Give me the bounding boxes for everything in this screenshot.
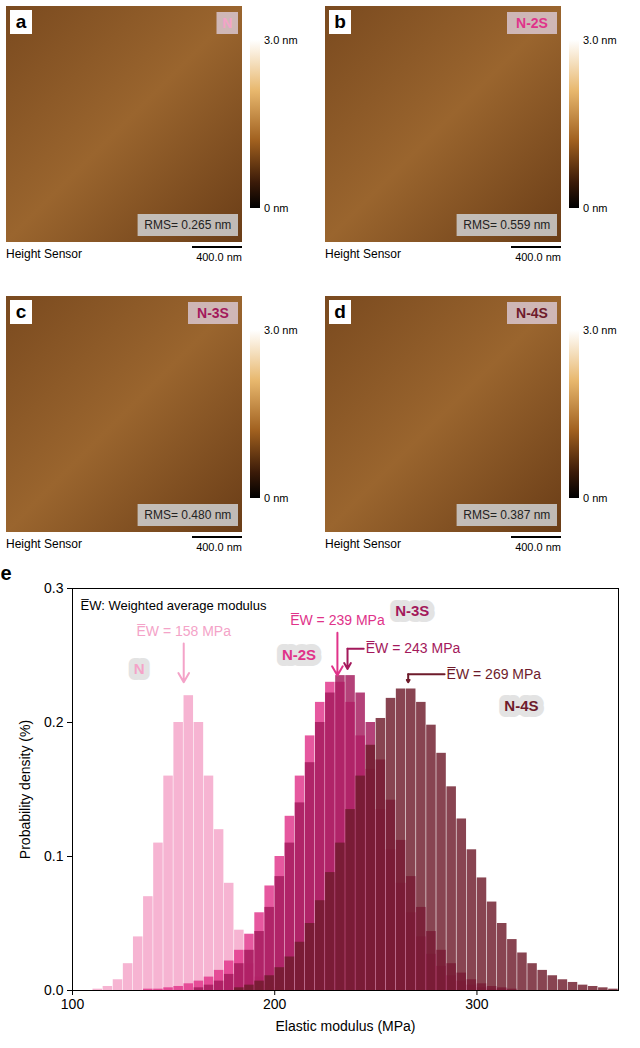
svg-text:0.2: 0.2: [44, 714, 64, 730]
svg-text:400.0 nm: 400.0 nm: [196, 251, 242, 263]
svg-text:N-4S: N-4S: [504, 697, 538, 714]
svg-text:E̅W = 269 MPa: E̅W = 269 MPa: [446, 666, 541, 682]
svg-text:a: a: [16, 11, 27, 32]
svg-text:300: 300: [465, 996, 489, 1012]
svg-text:E̅W: Weighted average modulus: E̅W: Weighted average modulus: [81, 598, 267, 613]
svg-text:d: d: [334, 301, 346, 322]
svg-text:0.1: 0.1: [44, 848, 64, 864]
svg-text:100: 100: [61, 996, 85, 1012]
svg-text:400.0 nm: 400.0 nm: [196, 541, 242, 553]
svg-text:N-2S: N-2S: [282, 646, 316, 663]
svg-text:E̅W = 243 MPa: E̅W = 243 MPa: [366, 640, 461, 656]
svg-text:3.0 nm: 3.0 nm: [264, 324, 298, 336]
svg-text:0 nm: 0 nm: [583, 202, 607, 214]
svg-text:Height Sensor: Height Sensor: [325, 537, 401, 551]
svg-text:c: c: [16, 301, 27, 322]
svg-text:RMS= 0.265 nm: RMS= 0.265 nm: [144, 218, 231, 232]
svg-text:3.0 nm: 3.0 nm: [264, 34, 298, 46]
svg-text:b: b: [334, 11, 346, 32]
svg-text:RMS= 0.387 nm: RMS= 0.387 nm: [463, 508, 550, 522]
svg-text:Elastic modulus (MPa): Elastic modulus (MPa): [275, 1018, 415, 1034]
svg-text:0 nm: 0 nm: [583, 492, 607, 504]
svg-text:Height Sensor: Height Sensor: [6, 247, 82, 261]
svg-text:N-3S: N-3S: [395, 602, 429, 619]
svg-text:N: N: [222, 15, 232, 31]
svg-text:Height Sensor: Height Sensor: [6, 537, 82, 551]
svg-text:E̅W = 158 MPa: E̅W = 158 MPa: [136, 623, 231, 639]
svg-text:200: 200: [263, 996, 287, 1012]
svg-text:3.0 nm: 3.0 nm: [583, 34, 617, 46]
svg-text:N: N: [134, 660, 145, 677]
svg-text:e: e: [0, 562, 11, 584]
svg-text:E̅W = 239 MPa: E̅W = 239 MPa: [290, 612, 385, 628]
svg-text:Probability density (%): Probability density (%): [17, 720, 33, 859]
svg-text:RMS= 0.480 nm: RMS= 0.480 nm: [144, 508, 231, 522]
svg-text:N-2S: N-2S: [516, 15, 548, 31]
svg-text:0.3: 0.3: [44, 580, 64, 596]
svg-text:Height Sensor: Height Sensor: [325, 247, 401, 261]
svg-text:RMS= 0.559 nm: RMS= 0.559 nm: [463, 218, 550, 232]
svg-text:N-3S: N-3S: [197, 305, 229, 321]
svg-text:0.0: 0.0: [44, 982, 64, 998]
svg-text:0 nm: 0 nm: [264, 202, 288, 214]
svg-text:3.0 nm: 3.0 nm: [583, 324, 617, 336]
svg-text:400.0 nm: 400.0 nm: [515, 251, 561, 263]
svg-text:400.0 nm: 400.0 nm: [515, 541, 561, 553]
svg-text:N-4S: N-4S: [516, 305, 548, 321]
svg-text:0 nm: 0 nm: [264, 492, 288, 504]
